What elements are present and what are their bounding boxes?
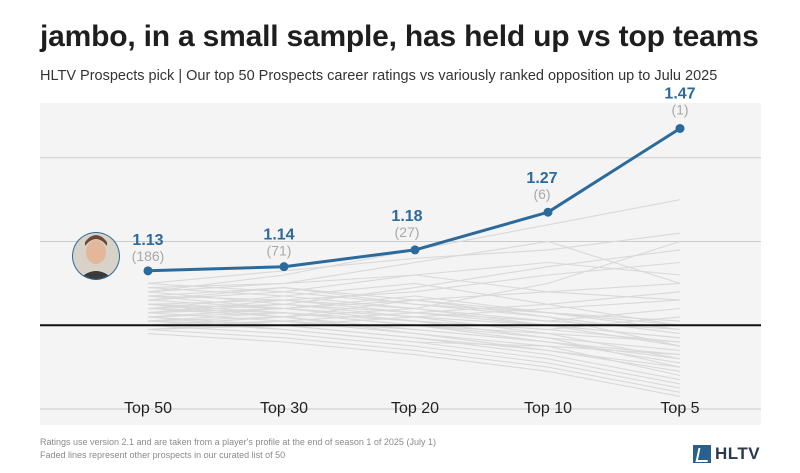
faded-prospect-line [147, 299, 681, 347]
faded-prospect-line [147, 299, 681, 335]
faded-prospect-line [147, 303, 681, 331]
faded-prospect-line [147, 261, 681, 301]
sample-count-label: (6) [533, 186, 550, 202]
value-label: 1.13 [132, 232, 163, 249]
faded-prospect-line [147, 328, 681, 393]
sample-count-label: (27) [395, 224, 420, 240]
faded-prospect-line [147, 261, 681, 305]
player-avatar-icon [72, 232, 120, 280]
x-tick-label: Top 20 [391, 400, 439, 417]
x-tick-label: Top 10 [524, 400, 572, 417]
sample-count-label: (71) [267, 243, 292, 259]
chart-title: jambo, in a small sample, has held up vs… [40, 20, 759, 53]
data-point [675, 123, 685, 133]
faded-prospect-line [147, 282, 681, 326]
faded-prospect-line [147, 324, 681, 389]
hltv-logo-icon [693, 445, 711, 463]
hltv-logo[interactable]: HLTV [693, 444, 760, 464]
sample-count-label: (1) [671, 101, 688, 117]
value-label: 1.18 [391, 208, 422, 225]
faded-prospect-lines [147, 199, 681, 397]
faded-prospect-line [147, 232, 681, 284]
faded-prospect-line [147, 287, 681, 322]
footnote-ratings: Ratings use version 2.1 and are taken fr… [40, 437, 436, 447]
data-labels: 1.13(186) 1.14(71) 1.18(27) 1.27(6) 1.47(1) [132, 85, 696, 263]
x-tick-label: Top 50 [124, 400, 172, 417]
data-point [543, 207, 553, 217]
data-point [410, 245, 420, 255]
value-label: 1.47 [664, 85, 695, 102]
faded-prospect-line [147, 240, 681, 293]
faded-prospect-line [147, 299, 681, 318]
data-point [143, 266, 153, 276]
data-point [279, 262, 289, 272]
hltv-logo-text: HLTV [715, 444, 761, 463]
footnote-faded-lines: Faded lines represent other prospects in… [40, 450, 286, 460]
faded-prospect-line [147, 333, 681, 397]
x-tick-label: Top 5 [660, 400, 699, 417]
faded-prospect-line [147, 320, 681, 368]
value-label: 1.27 [526, 170, 557, 187]
x-tick-label: Top 30 [260, 400, 308, 417]
x-axis-ticks: Top 50 Top 30 Top 20 Top 10 Top 5 [124, 400, 700, 417]
faded-prospect-line [147, 295, 681, 326]
chart-subtitle: HLTV Prospects pick | Our top 50 Prospec… [40, 68, 718, 84]
plot-background [40, 103, 761, 425]
value-label: 1.14 [263, 227, 294, 244]
sample-count-label: (186) [132, 248, 165, 264]
main-series [143, 123, 685, 276]
faded-prospect-line [147, 307, 681, 356]
